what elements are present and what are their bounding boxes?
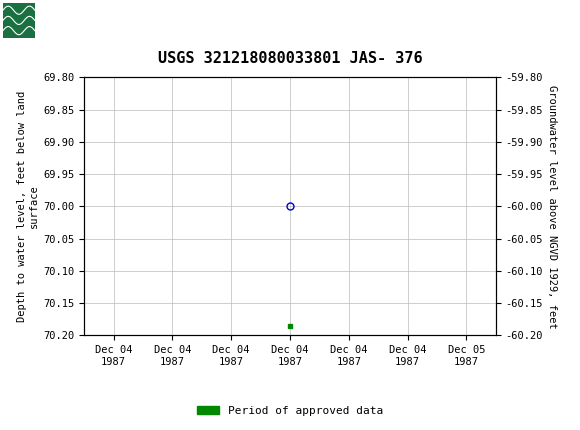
Y-axis label: Groundwater level above NGVD 1929, feet: Groundwater level above NGVD 1929, feet — [548, 85, 557, 328]
Text: USGS: USGS — [44, 13, 90, 28]
Bar — [3, 3, 70, 37]
Y-axis label: Depth to water level, feet below land
surface: Depth to water level, feet below land su… — [17, 91, 39, 322]
Legend: Period of approved data: Period of approved data — [193, 401, 387, 420]
Bar — [3, 3, 35, 37]
Text: USGS 321218080033801 JAS- 376: USGS 321218080033801 JAS- 376 — [158, 51, 422, 65]
